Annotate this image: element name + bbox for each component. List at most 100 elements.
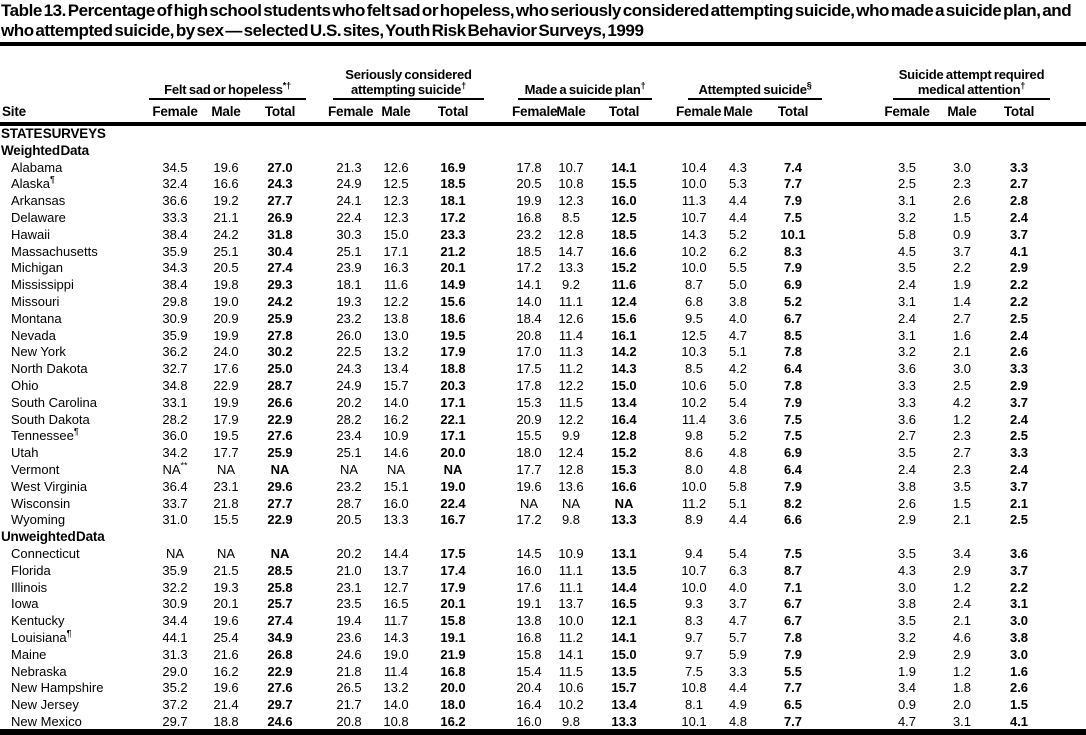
value-cell: 16.4	[516, 697, 542, 713]
value-cell: 18.8	[213, 713, 239, 729]
value-cell: 3.5	[897, 613, 917, 629]
row-right-spacer	[1050, 697, 1086, 714]
value-cell: 6.7	[783, 613, 803, 629]
value-cell: 19.6	[213, 680, 239, 696]
value-cell: 19.1	[440, 629, 466, 645]
value-cell: 1.5	[952, 209, 972, 225]
value-cell: 21.8	[336, 663, 362, 679]
value-cell: 27.7	[267, 495, 293, 511]
value-cell: 15.2	[611, 260, 637, 276]
table-row: Louisiana¶ 44.1 25.4 34.9 23.6 14.3 19.1 16.8 11…	[0, 629, 1086, 647]
value-cell: 3.7	[1009, 562, 1029, 578]
value-cell: 18.0	[516, 445, 542, 461]
value-cell: 9.2	[561, 277, 581, 293]
value-cell: 13.1	[611, 545, 637, 561]
value-cell: 28.7	[267, 377, 293, 393]
value-cell: 35.9	[162, 243, 188, 259]
value-cell: 11.2	[681, 495, 707, 511]
value-cell: 21.2	[440, 243, 466, 259]
value-cell: 19.3	[213, 579, 239, 595]
table-row: Florida 35.9 21.5 28.5 21.0 13.7 17.4 16.0 11.1 1…	[0, 563, 1086, 580]
value-cell: 16.4	[611, 411, 637, 427]
column-group: Attempted suicide§	[652, 46, 822, 100]
value-cell: NA	[216, 461, 236, 477]
site-cell: West Virginia	[11, 478, 88, 494]
value-cell: 28.2	[336, 411, 362, 427]
value-cell: NA	[165, 545, 185, 561]
value-cell: 16.7	[440, 512, 466, 528]
value-cell: 19.8	[213, 277, 239, 293]
column-header: Male	[712, 100, 764, 126]
value-cell: 2.4	[897, 310, 917, 326]
value-cell: 17.1	[383, 243, 409, 259]
header-right-spacer	[1050, 100, 1086, 126]
value-cell: 2.9	[952, 562, 972, 578]
value-cell: 16.8	[516, 629, 542, 645]
value-cell: 5.2	[728, 428, 748, 444]
table-row: Montana 30.9 20.9 25.9 23.2 13.8 18.6 18.4 12.6 1…	[0, 311, 1086, 328]
value-cell: 2.9	[897, 512, 917, 528]
site-cell: South Carolina	[11, 394, 97, 410]
value-cell: 17.7	[516, 461, 542, 477]
value-cell: 13.3	[383, 512, 409, 528]
value-cell: 10.0	[681, 176, 707, 192]
value-cell: 8.7	[684, 277, 704, 293]
site-cell: Wyoming	[11, 512, 66, 528]
column-group: Felt sad or hopeless*†	[146, 46, 308, 100]
value-cell: 17.2	[516, 260, 542, 276]
section-heading: Weighted Data	[1, 142, 89, 158]
value-cell: 2.4	[1009, 411, 1029, 427]
row-right-spacer	[1050, 563, 1086, 580]
value-cell: 4.0	[728, 310, 748, 326]
value-cell: 9.3	[684, 596, 704, 612]
value-cell: 2.4	[1009, 327, 1029, 343]
value-cell: 25.1	[336, 243, 362, 259]
value-cell: 8.7	[783, 562, 803, 578]
value-cell: 4.1	[1009, 713, 1029, 729]
value-cell: 21.6	[213, 646, 239, 662]
value-cell: 3.0	[952, 159, 972, 175]
value-cell: 22.4	[336, 209, 362, 225]
value-cell: 36.2	[162, 344, 188, 360]
value-cell: 6.9	[783, 277, 803, 293]
value-cell: 1.8	[952, 680, 972, 696]
value-cell: 16.0	[516, 562, 542, 578]
column-header: Total	[252, 100, 308, 126]
value-cell: 4.7	[728, 327, 748, 343]
table-row: New Hampshire 35.2 19.6 27.6 26.5 13.2 20.0 20.…	[0, 680, 1086, 697]
value-cell: 0.9	[897, 697, 917, 713]
value-cell: NA	[561, 495, 581, 511]
value-cell: 23.2	[336, 478, 362, 494]
value-cell: 16.0	[611, 193, 637, 209]
value-cell: 8.5	[561, 209, 581, 225]
row-right-spacer	[1050, 412, 1086, 429]
value-cell: 3.5	[897, 159, 917, 175]
site-cell: Utah	[11, 445, 39, 461]
value-cell: 5.8	[728, 478, 748, 494]
value-cell: 19.6	[213, 613, 239, 629]
value-cell: 29.0	[162, 663, 188, 679]
table-row: Hawaii 38.4 24.2 31.8 30.3 15.0 23.3 23.2 12.8 18…	[0, 227, 1086, 244]
value-cell: 2.1	[952, 512, 972, 528]
value-cell: 12.1	[611, 613, 637, 629]
value-cell: 5.2	[783, 293, 803, 309]
value-cell: 1.6	[1009, 663, 1029, 679]
value-cell: 4.7	[897, 713, 917, 729]
value-cell: 19.0	[213, 293, 239, 309]
value-cell: 22.9	[213, 377, 239, 393]
section-heading: STATE SURVEYS	[1, 126, 106, 141]
value-cell: 20.2	[336, 545, 362, 561]
value-cell: 29.7	[162, 713, 188, 729]
value-cell: 3.7	[952, 243, 972, 259]
value-cell: 6.8	[684, 293, 704, 309]
value-cell: 4.3	[728, 159, 748, 175]
value-cell: 4.8	[728, 445, 748, 461]
value-cell: 24.9	[336, 377, 362, 393]
value-cell: 7.5	[783, 428, 803, 444]
value-cell: 1.2	[952, 411, 972, 427]
value-cell: 14.9	[440, 277, 466, 293]
value-cell: 3.5	[897, 445, 917, 461]
value-cell: 32.4	[162, 176, 188, 192]
value-cell: 2.2	[1009, 293, 1029, 309]
value-cell: 21.5	[213, 562, 239, 578]
